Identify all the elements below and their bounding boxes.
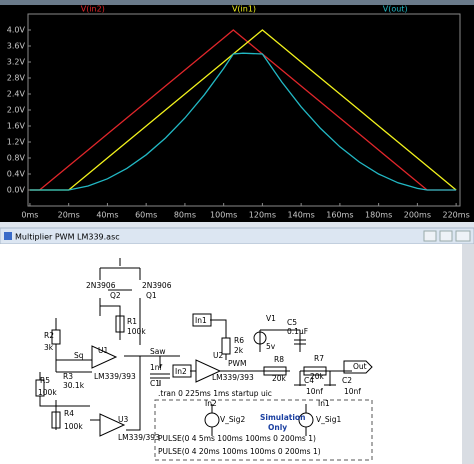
- y-tick-label: 2.0V: [7, 106, 26, 115]
- y-tick-label: 1.6V: [7, 122, 26, 131]
- maximize-button[interactable]: [439, 230, 453, 242]
- simulation-box: [154, 399, 373, 461]
- label: R6: [234, 336, 244, 345]
- y-tick-label: 0.4V: [7, 170, 26, 179]
- label: 10nf: [344, 387, 361, 396]
- label: Out: [353, 362, 367, 371]
- legend-label: V(out): [383, 5, 408, 14]
- label: U2: [213, 351, 223, 360]
- label: 1nf: [150, 363, 163, 372]
- x-tick-label: 60ms: [135, 211, 157, 220]
- y-tick-label: 0.0V: [7, 186, 26, 195]
- label: Q2: [110, 291, 121, 300]
- label: V_Sig2: [220, 415, 245, 424]
- x-tick-label: 120ms: [249, 211, 276, 220]
- label: C4: [304, 376, 314, 385]
- plot-title-bar: [0, 0, 474, 5]
- label: 2N3906: [86, 281, 116, 290]
- label: R5: [40, 376, 50, 385]
- label: 20k: [272, 374, 287, 383]
- label: In1: [195, 316, 207, 325]
- label: R1: [127, 317, 137, 326]
- label: PULSE(0 4 20ms 100ms 100ms 0 200ms 1): [158, 447, 321, 456]
- in1-flag: [192, 313, 212, 327]
- window-buttons[interactable]: [423, 230, 471, 242]
- scrollbar: [462, 244, 474, 464]
- schematic-canvas: [0, 244, 462, 464]
- gap: [0, 222, 474, 228]
- label: C5: [287, 318, 297, 327]
- label: C2: [342, 376, 352, 385]
- label: Simulation: [260, 413, 305, 422]
- label: 100k: [127, 327, 146, 336]
- label: Q1: [146, 291, 157, 300]
- label: 100k: [38, 388, 57, 397]
- series-line: [29, 29, 457, 191]
- label: 2k: [234, 346, 244, 355]
- label: 0.1µF: [287, 327, 308, 336]
- label: PWM: [228, 359, 246, 368]
- label: V_Sig1: [316, 415, 341, 424]
- label: 5v: [266, 342, 276, 351]
- label: Sq: [74, 351, 84, 360]
- window-title: Multiplier PWM LM339.asc: [15, 233, 120, 242]
- label: U1: [98, 346, 108, 355]
- label: 3k: [44, 343, 54, 352]
- y-tick-label: 0.8V: [7, 154, 26, 163]
- label: LM339/393: [94, 372, 136, 381]
- series-line: [29, 52, 457, 191]
- legend-label: V(in1): [232, 5, 256, 14]
- x-tick-label: 0ms: [21, 211, 38, 220]
- label: 30.1k: [63, 381, 85, 390]
- wires: [35, 258, 352, 437]
- plot-window: [0, 0, 474, 222]
- label: PULSE(0 4 5ms 100ms 100ms 0 200ms 1): [158, 434, 316, 443]
- minimize-button[interactable]: [423, 230, 437, 242]
- label: R4: [64, 409, 74, 418]
- series-line: [29, 29, 457, 191]
- label: In2: [175, 367, 187, 376]
- label: In1: [318, 399, 330, 408]
- x-tick-label: 80ms: [174, 211, 196, 220]
- y-tick-label: 2.4V: [7, 90, 26, 99]
- x-tick-label: 200ms: [404, 211, 431, 220]
- label: C1: [150, 379, 160, 388]
- label: In2: [205, 399, 217, 408]
- label: Saw: [150, 347, 166, 356]
- x-tick-label: 140ms: [288, 211, 315, 220]
- label: .tran 0 225ms 1ms startup uic: [158, 389, 272, 398]
- y-tick-label: 1.2V: [7, 138, 26, 147]
- x-tick-label: 100ms: [210, 211, 237, 220]
- label: LM339/393: [118, 433, 160, 442]
- y-tick-label: 2.8V: [7, 74, 26, 83]
- label: Only: [268, 423, 287, 432]
- close-button[interactable]: [455, 230, 471, 242]
- legend-label: V(in2): [81, 5, 105, 14]
- out-flag: [343, 360, 373, 374]
- label: U3: [118, 415, 128, 424]
- y-tick-label: 4.0V: [7, 26, 26, 35]
- app-icon: [4, 232, 12, 240]
- label: 2N3906: [142, 281, 172, 290]
- label: R7: [314, 354, 324, 363]
- label: LM339/393: [212, 373, 254, 382]
- label: R3: [63, 372, 73, 381]
- in2-flag: [172, 364, 192, 378]
- label: R8: [274, 355, 284, 364]
- x-tick-label: 220ms: [443, 211, 470, 220]
- plot: 0.0V 0.4V 0.8V 1.2V 1.6V 2.0V 2.4V 2.8V 3.2V 3.6V…: [7, 5, 470, 220]
- schematic-labels: 2N3906 Q2 2N3906 Q1 R1 100k R2 3k Sq U1 …: [38, 281, 367, 456]
- label: V1: [266, 314, 276, 323]
- label: 20k: [310, 372, 325, 381]
- label: R2: [44, 331, 54, 340]
- label: 10nf: [306, 387, 323, 396]
- label: 100k: [64, 422, 83, 431]
- x-tick-label: 180ms: [365, 211, 392, 220]
- y-tick-label: 3.6V: [7, 42, 26, 51]
- x-tick-label: 40ms: [96, 211, 118, 220]
- x-tick-label: 160ms: [326, 211, 353, 220]
- x-tick-label: 20ms: [58, 211, 80, 220]
- y-tick-label: 3.2V: [7, 58, 26, 67]
